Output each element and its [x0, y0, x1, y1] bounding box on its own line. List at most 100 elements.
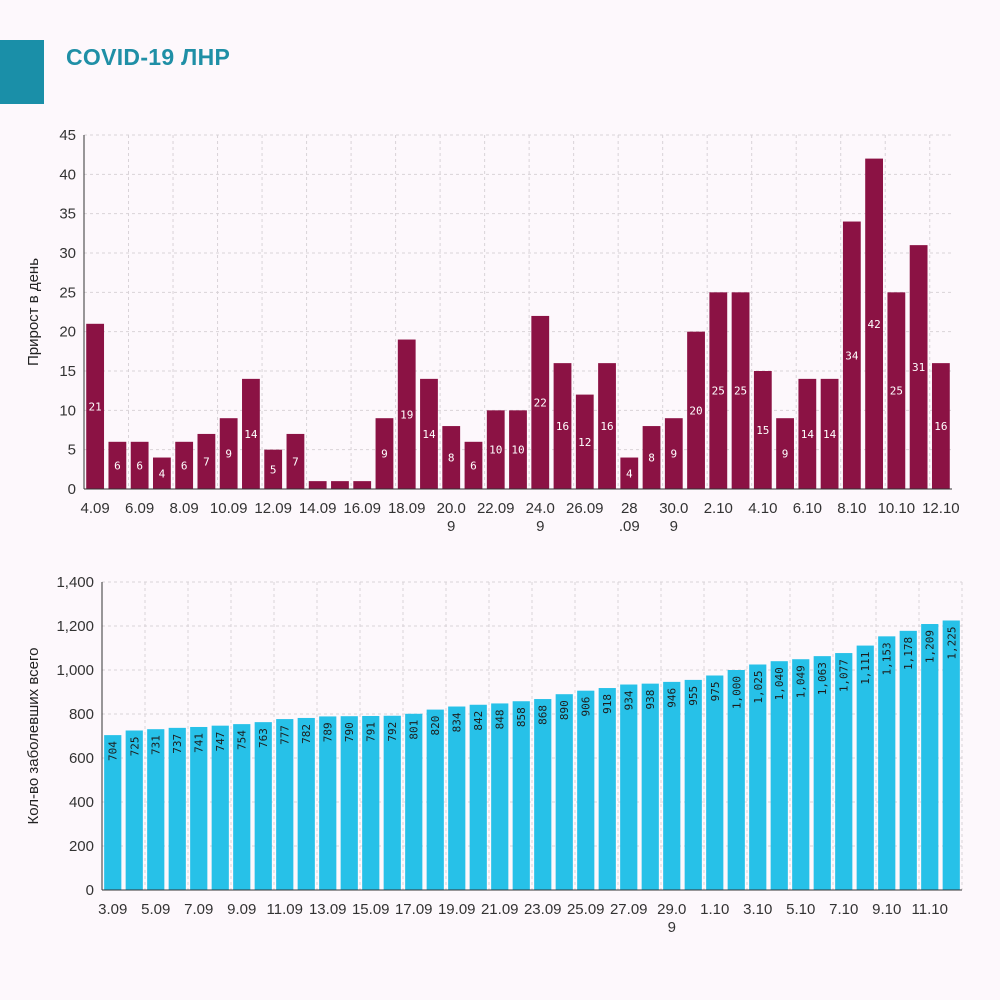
x-tick-label: 4.10 — [748, 500, 777, 517]
bar-value-label: 731 — [150, 735, 163, 755]
bar-value-label: 34 — [845, 349, 859, 362]
bar — [820, 378, 839, 489]
bar — [375, 418, 394, 489]
bar-value-label: 8 — [448, 452, 455, 465]
x-tick-label: 9.10 — [872, 901, 901, 918]
bar-value-label: 22 — [534, 396, 547, 409]
y-tick-label: 1,200 — [56, 618, 94, 635]
y-tick-label: 35 — [59, 206, 76, 223]
bar-value-label: 858 — [515, 707, 528, 727]
bar — [197, 433, 216, 489]
y-tick-label: 30 — [59, 245, 76, 262]
bar-value-label: 10 — [489, 444, 502, 457]
bar — [233, 724, 251, 890]
bar-value-label: 14 — [801, 428, 815, 441]
x-tick-label: 19.09 — [438, 901, 476, 918]
bar — [555, 694, 573, 890]
bar-value-label: 20 — [689, 404, 702, 417]
bar — [442, 426, 461, 489]
x-tick-label: 6.09 — [125, 500, 154, 517]
bar-value-label: 801 — [408, 720, 421, 740]
bar-value-label: 9 — [225, 448, 232, 461]
x-tick-label: 9 — [670, 518, 678, 535]
bar-value-label: 934 — [623, 690, 636, 710]
bar-value-label: 1,049 — [795, 665, 808, 698]
x-tick-label: 8.10 — [837, 500, 866, 517]
bar — [575, 394, 594, 489]
y-tick-label: 20 — [59, 324, 76, 341]
y-tick-label: 10 — [59, 402, 76, 419]
bar-value-label: 1,063 — [816, 662, 829, 695]
bar-value-label: 946 — [666, 688, 679, 708]
bar — [397, 339, 416, 489]
y-tick-label: 800 — [69, 706, 94, 723]
bar — [709, 292, 728, 489]
bar — [878, 636, 896, 890]
x-tick-label: 18.09 — [388, 500, 426, 517]
bar — [813, 656, 831, 890]
bar — [553, 363, 572, 489]
bar — [598, 363, 616, 489]
x-tick-label: 11.09 — [267, 901, 303, 918]
bar-value-label: 737 — [171, 734, 184, 754]
bar-value-label: 848 — [494, 709, 507, 729]
x-tick-label: 9 — [536, 518, 544, 535]
bar-value-label: 14 — [823, 428, 837, 441]
bar — [420, 378, 438, 489]
bar-value-label: 16 — [934, 420, 947, 433]
bar — [727, 670, 745, 890]
y-tick-label: 25 — [59, 284, 76, 301]
bar — [798, 378, 817, 489]
bar-value-label: 791 — [365, 722, 378, 742]
bar — [512, 701, 530, 890]
bar — [308, 481, 327, 489]
bar-value-label: 25 — [734, 385, 747, 398]
x-tick-label: 8.09 — [170, 500, 199, 517]
x-tick-label: 16.09 — [343, 500, 381, 517]
bar-value-label: 9 — [782, 448, 789, 461]
bar — [464, 441, 483, 489]
x-tick-label: 24.0 — [526, 500, 555, 517]
x-tick-label: 10.09 — [210, 500, 248, 517]
bar-value-label: 7 — [203, 455, 210, 468]
header-accent-block — [0, 40, 44, 104]
x-tick-label: 30.0 — [659, 500, 688, 517]
bar — [531, 315, 550, 489]
x-tick-label: 7.09 — [184, 901, 213, 918]
bar-value-label: 955 — [687, 686, 700, 706]
bar-value-label: 754 — [236, 730, 249, 750]
bar — [219, 418, 238, 489]
bar — [276, 719, 294, 890]
bar — [264, 449, 283, 489]
daily-increase-chart: 0 5 10 15 20 25 30 35 40 45 21 6 6 4 6 7 9 14 5 7 9 19 14 8 6 10 1… — [25, 127, 960, 535]
bar — [104, 735, 122, 890]
bar-value-label: 1,111 — [859, 652, 872, 685]
bar — [448, 706, 466, 890]
bar — [620, 457, 639, 489]
x-tick-label: 12.09 — [254, 500, 292, 517]
bar-value-label: 790 — [343, 722, 356, 742]
bar — [792, 659, 810, 890]
x-tick-label: 20.0 — [437, 500, 466, 517]
bar-value-label: 1,000 — [730, 676, 743, 709]
bar — [297, 717, 315, 890]
bar-value-label: 6 — [136, 459, 143, 472]
bar — [776, 418, 794, 489]
bar-value-label: 25 — [890, 385, 903, 398]
bar — [577, 690, 595, 890]
bar — [684, 679, 702, 890]
x-tick-label: 9 — [447, 518, 455, 535]
bar — [749, 664, 767, 890]
bar — [706, 675, 724, 890]
bar — [426, 709, 444, 890]
bar-value-label: 8 — [648, 452, 655, 465]
bar-value-label: 9 — [670, 448, 677, 461]
bar — [509, 410, 527, 489]
bar — [491, 703, 509, 890]
x-tick-label: 1.10 — [700, 901, 729, 918]
bar-value-label: 820 — [429, 716, 442, 736]
bar-value-label: 763 — [257, 728, 270, 748]
bar — [534, 699, 552, 890]
bar — [921, 624, 939, 890]
bar — [899, 630, 917, 890]
